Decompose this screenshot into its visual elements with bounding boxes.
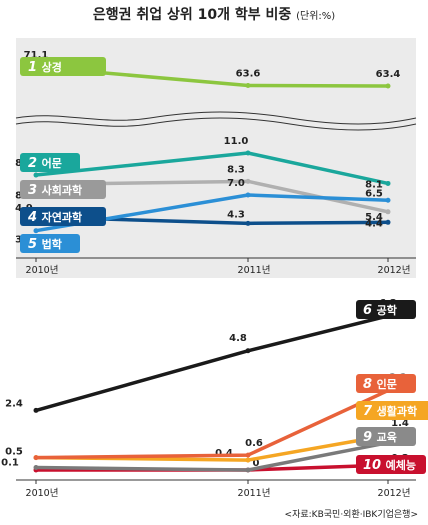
series-line-인문	[35, 388, 389, 460]
unit-label: (단위:%)	[296, 11, 336, 22]
data-point	[33, 228, 39, 234]
data-point	[245, 150, 251, 156]
data-point	[245, 452, 251, 458]
legend-label: 8 인문	[363, 377, 397, 392]
x-tick-label: 2012년	[378, 488, 411, 499]
legend-badge-생활과학	[356, 401, 428, 420]
legend-label: 1 상경	[28, 60, 62, 75]
data-label: 71.1	[24, 50, 49, 61]
data-label: 8.3	[227, 164, 245, 175]
data-point	[245, 192, 251, 198]
legend-badge-법학	[20, 234, 80, 253]
x-tick-label: 2011년	[238, 265, 271, 276]
data-point	[33, 455, 39, 461]
data-label: 0.1	[1, 458, 19, 469]
legend-badge-예체능	[356, 455, 426, 474]
series-line-공학	[35, 314, 389, 413]
data-point	[245, 467, 251, 473]
legend-label: 3 사회과학	[28, 183, 82, 198]
data-label: 8.1	[365, 179, 383, 190]
data-point	[385, 209, 391, 215]
data-label: 0.4	[215, 448, 233, 459]
data-point	[33, 172, 39, 178]
source-note: <자료:KB국민·외환·IBK기업은행>	[284, 510, 418, 520]
legend-label: 2 어문	[28, 156, 62, 171]
x-tick-label: 2010년	[26, 488, 59, 499]
legend-badge-인문	[356, 374, 416, 393]
data-label: 5.4	[365, 212, 383, 223]
data-point	[33, 407, 39, 413]
legend-label: 9 교육	[363, 430, 397, 445]
data-label: 0.6	[245, 438, 263, 449]
legend-label: 4 자연과학	[27, 210, 82, 225]
data-point	[245, 83, 251, 89]
data-point	[33, 465, 39, 471]
data-label: 7.0	[227, 178, 245, 189]
data-label: 4.8	[229, 333, 247, 344]
data-label: 11.0	[224, 136, 249, 147]
data-point	[245, 457, 251, 463]
data-point	[245, 178, 251, 184]
data-point	[245, 220, 251, 226]
data-label: 6.5	[365, 188, 383, 199]
x-tick-label: 2011년	[238, 488, 271, 499]
legend-label: 5 법학	[28, 237, 62, 252]
legend-badge-어문	[20, 153, 80, 172]
data-label: 0	[253, 458, 260, 469]
data-label: 63.6	[236, 69, 261, 80]
data-point	[385, 180, 391, 186]
data-point	[245, 348, 251, 354]
legend-label: 7 생활과학	[363, 404, 417, 419]
data-point	[385, 83, 391, 89]
data-label: 4.4	[365, 218, 383, 229]
legend-badge-공학	[356, 300, 416, 319]
legend-badge-상경	[20, 57, 106, 76]
axis-break-line-2	[15, 117, 417, 131]
chart-title-text: 은행권 취업 상위 10개 학부 비중	[92, 7, 292, 23]
data-label: 4.3	[227, 209, 245, 220]
axis-break-line-1	[15, 111, 417, 125]
data-label: 63.4	[376, 69, 401, 80]
legend-label: 6 공학	[363, 303, 397, 318]
data-label: 1.4	[391, 418, 409, 429]
legend-badge-교육	[356, 427, 416, 446]
data-point	[385, 219, 391, 225]
legend-badge-자연과학	[20, 207, 106, 226]
data-label: 0.5	[5, 447, 23, 458]
legend-badge-사회과학	[20, 180, 106, 199]
legend-label: 10 예체능	[363, 458, 416, 473]
chart-title: 은행권 취업 상위 10개 학부 비중 (단위:%)	[0, 4, 428, 24]
data-label: 2.4	[5, 398, 23, 409]
x-tick-label: 2012년	[378, 265, 411, 276]
data-point	[385, 197, 391, 203]
x-tick-label: 2010년	[26, 265, 59, 276]
